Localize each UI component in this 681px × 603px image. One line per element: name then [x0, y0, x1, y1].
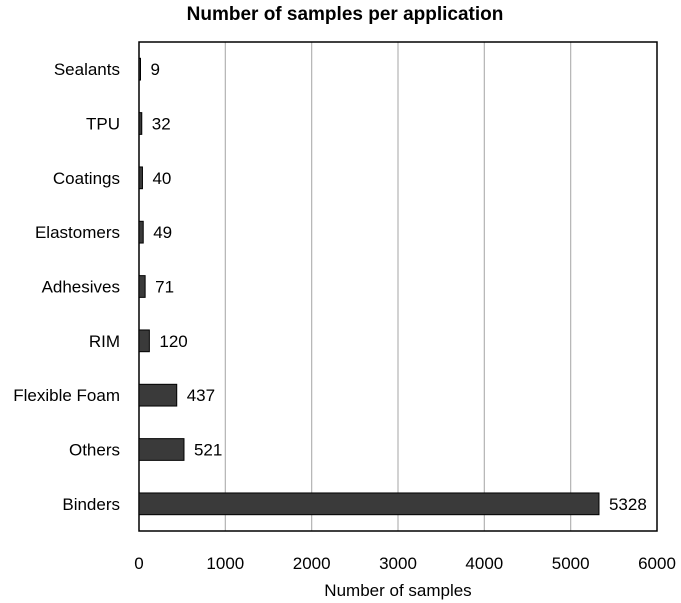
data-label: 5328 — [609, 495, 647, 514]
bar-binders — [138, 492, 600, 516]
category-label: Flexible Foam — [13, 386, 120, 405]
data-label: 437 — [187, 386, 215, 405]
x-tick-label: 6000 — [638, 554, 676, 573]
category-label: Adhesives — [42, 278, 120, 297]
chart-title: Number of samples per application — [187, 4, 504, 25]
data-label: 71 — [155, 278, 174, 297]
x-tick-label: 3000 — [379, 554, 417, 573]
category-label: TPU — [86, 115, 120, 134]
x-tick-label: 4000 — [465, 554, 503, 573]
data-label: 40 — [152, 169, 171, 188]
x-tick-labels: 0 1000 2000 3000 4000 5000 6000 — [134, 554, 676, 573]
x-tick-label: 5000 — [552, 554, 590, 573]
category-label: Binders — [62, 495, 120, 514]
category-label: Elastomers — [35, 223, 120, 242]
bar-flexible-foam — [138, 383, 178, 407]
bar-sealants — [138, 57, 141, 81]
category-label: Coatings — [53, 169, 120, 188]
x-tick-label: 2000 — [293, 554, 331, 573]
bar-coatings — [138, 166, 143, 190]
data-label: 521 — [194, 441, 222, 460]
bars — [138, 57, 600, 516]
data-label: 32 — [152, 115, 171, 134]
x-tick-label: 0 — [134, 554, 143, 573]
category-labels: Sealants TPU Coatings Elastomers Adhesives RI… — [13, 60, 120, 514]
x-axis-label: Number of samples — [324, 581, 471, 600]
data-labels: 9 32 40 49 71 120 437 521 5328 — [151, 60, 647, 514]
x-tick-label: 1000 — [206, 554, 244, 573]
bar-elastomers — [138, 220, 144, 244]
gridlines — [224, 42, 572, 531]
bar-adhesives — [138, 275, 146, 298]
data-label: 9 — [151, 60, 160, 79]
category-label: RIM — [89, 332, 120, 351]
data-label: 120 — [159, 332, 187, 351]
bar-rim — [138, 329, 150, 353]
bar-tpu — [138, 112, 143, 135]
data-label: 49 — [153, 223, 172, 242]
bar-others — [138, 438, 185, 461]
category-label: Sealants — [54, 60, 120, 79]
category-label: Others — [69, 441, 120, 460]
